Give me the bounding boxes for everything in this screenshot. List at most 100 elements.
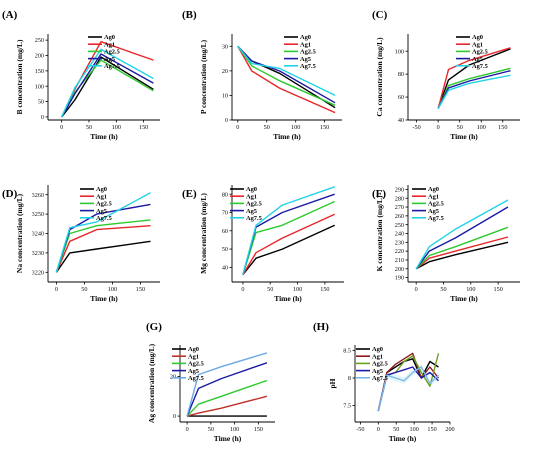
panel-c-y-tick-label: 40 [398, 117, 404, 124]
panel-b-y-axis-title: P concentration (mg/L) [199, 39, 208, 114]
panel-b-x-tick-label: 150 [320, 124, 329, 131]
panel-a-y-axis-title: B concentration (mg/L) [15, 39, 24, 114]
panel-f-series-ag0-line [415, 241, 509, 270]
panel-h-legend-label: Ag5 [372, 368, 383, 375]
panel-f-y-tick-label: 270 [395, 204, 404, 211]
panel-a-y-tick-label: 150 [35, 68, 44, 75]
panel-g-x-tick-label: 0 [186, 426, 189, 433]
panel-f-y-tick-label: 250 [395, 222, 404, 229]
panel-g-series-ag1-line [186, 395, 268, 417]
panel-h-series-ag7-5-line [377, 366, 439, 412]
panel-a-x-tick-label: 50 [86, 124, 92, 131]
panel-f-legend-label: Ag0 [428, 186, 439, 193]
panel-g-x-tick-label: 100 [230, 426, 239, 433]
panel-g-x-axis-title: Time (h) [214, 434, 242, 443]
panel-c-x-tick-label: 0 [437, 124, 440, 131]
panel-h-x-tick-label: 0 [377, 426, 380, 433]
panel-f-x-tick-label: 100 [466, 286, 475, 293]
panel-g-series-ag5-line [186, 362, 268, 417]
panel-d-legend-label: Ag1 [96, 193, 107, 200]
panel-a-legend-label: Ag7.5 [104, 63, 120, 70]
panel-e-x-tick-label: 0 [241, 286, 244, 293]
panel-e-series-ag0-line [242, 224, 335, 276]
panel-h-y-tick-label: 7.5 [343, 403, 351, 410]
panel-b-legend-label: Ag1 [300, 41, 311, 48]
panel-d-x-tick-label: 100 [108, 286, 117, 293]
panel-f-legend-label: Ag7.5 [428, 215, 444, 222]
panel-h-letter: (H) [313, 321, 329, 333]
panel-e-x-tick-label: 150 [320, 286, 329, 293]
panel-h-y-tick-label: 8 [348, 375, 351, 382]
panel-h-x-tick-label: -50 [356, 426, 364, 433]
panel-h-series-ag1-line [377, 352, 440, 412]
panel-b-y-tick-label: 30 [222, 43, 228, 50]
panel-c-y-axis-title: Ca concentration (mg/L) [375, 37, 384, 117]
panel-g-y-axis-title: Ag concentration (mg/L) [147, 343, 156, 423]
panel-h-x-tick-label: 50 [393, 426, 399, 433]
panel-f-series-ag1-line [415, 236, 509, 270]
panel-e-x-axis-title: Time (h) [274, 294, 302, 303]
panel-d-x-tick-label: 0 [55, 286, 58, 293]
panel-d-letter: (D) [2, 188, 18, 200]
panel-h-x-tick-label: 150 [427, 426, 436, 433]
panel-b-legend-label: Ag2.5 [300, 49, 316, 56]
panel-a-x-axis-title: Time (h) [90, 132, 118, 141]
panel-g-series-ag7-5-line [186, 352, 268, 417]
panel-h-legend-label: Ag1 [372, 353, 383, 360]
panel-a-chart: (A) 0 50 100 150 0 50 100 150 200 250 Time (h) B con… [2, 9, 160, 141]
panel-d-series-ag1-line [55, 225, 151, 273]
panel-b-y-tick-label: 0 [225, 117, 228, 124]
panel-f-x-tick-label: 150 [494, 286, 503, 293]
panel-b-chart: (B) 0 50 100 150 0 10 20 30 Time (h) P concentrati… [182, 9, 342, 141]
panel-a-legend-label: Ag0 [104, 34, 115, 41]
panel-e-y-tick-label: 40 [222, 264, 228, 271]
panel-h-legend-label: Ag0 [372, 346, 383, 353]
panel-h-y-axis-title: pH [328, 378, 337, 388]
panel-e-y-tick-label: 70 [222, 210, 228, 217]
panel-g-x-tick-label: 150 [254, 426, 263, 433]
panel-a-legend-label: Ag2.5 [104, 49, 120, 56]
panel-d-y-tick-label: 3240 [32, 231, 44, 238]
panel-f-legend-label: Ag2.5 [428, 201, 444, 208]
panel-c-x-tick-label: 150 [498, 124, 507, 131]
panel-f-series-ag7-5-line [415, 199, 509, 270]
panel-a-y-tick-label: 100 [35, 83, 44, 90]
panel-e-legend-label: Ag5 [246, 208, 257, 215]
panel-c-letter: (C) [372, 9, 388, 21]
panel-g-chart: (G)050100150020Time (h)Ag concentration … [146, 321, 275, 443]
panel-h-y-tick-label: 8.5 [343, 348, 351, 355]
panel-a-y-tick-label: 200 [35, 53, 44, 60]
panel-f-y-tick-label: 220 [395, 248, 404, 255]
panel-b-letter: (B) [182, 9, 197, 21]
panel-f-letter: (F) [372, 188, 386, 200]
panel-f-y-tick-label: 260 [395, 213, 404, 220]
panel-f-x-axis-title: Time (h) [450, 294, 478, 303]
panel-e-legend-label: Ag2.5 [246, 201, 262, 208]
panel-e-x-tick-label: 100 [293, 286, 302, 293]
panel-h-x-tick-label: 100 [410, 426, 419, 433]
panel-c-x-tick-label: 50 [457, 124, 463, 131]
panel-f-y-tick-label: 290 [395, 187, 404, 194]
panel-c-legend-label: Ag7.5 [472, 63, 488, 70]
panel-f-series-ag2-5-line [415, 226, 509, 270]
panel-g-legend-label: Ag2.5 [188, 361, 204, 368]
panel-h-x-tick-label: 200 [445, 426, 454, 433]
panel-f-x-tick-label: 0 [415, 286, 418, 293]
panel-a-y-tick-label: 50 [38, 99, 44, 106]
panel-d-legend-label: Ag0 [96, 186, 107, 193]
panel-d-legend-label: Ag7.5 [96, 215, 112, 222]
panel-c-x-tick-label: -50 [412, 124, 420, 131]
panel-f-x-tick-label: 50 [440, 286, 446, 293]
panel-e-letter: (E) [182, 188, 197, 200]
panel-g-y-tick-label: 0 [173, 413, 176, 420]
panel-d-legend-label: Ag5 [96, 208, 107, 215]
panel-c-legend-label: Ag5 [472, 56, 483, 63]
panel-c-series-ag0-line [437, 48, 511, 109]
